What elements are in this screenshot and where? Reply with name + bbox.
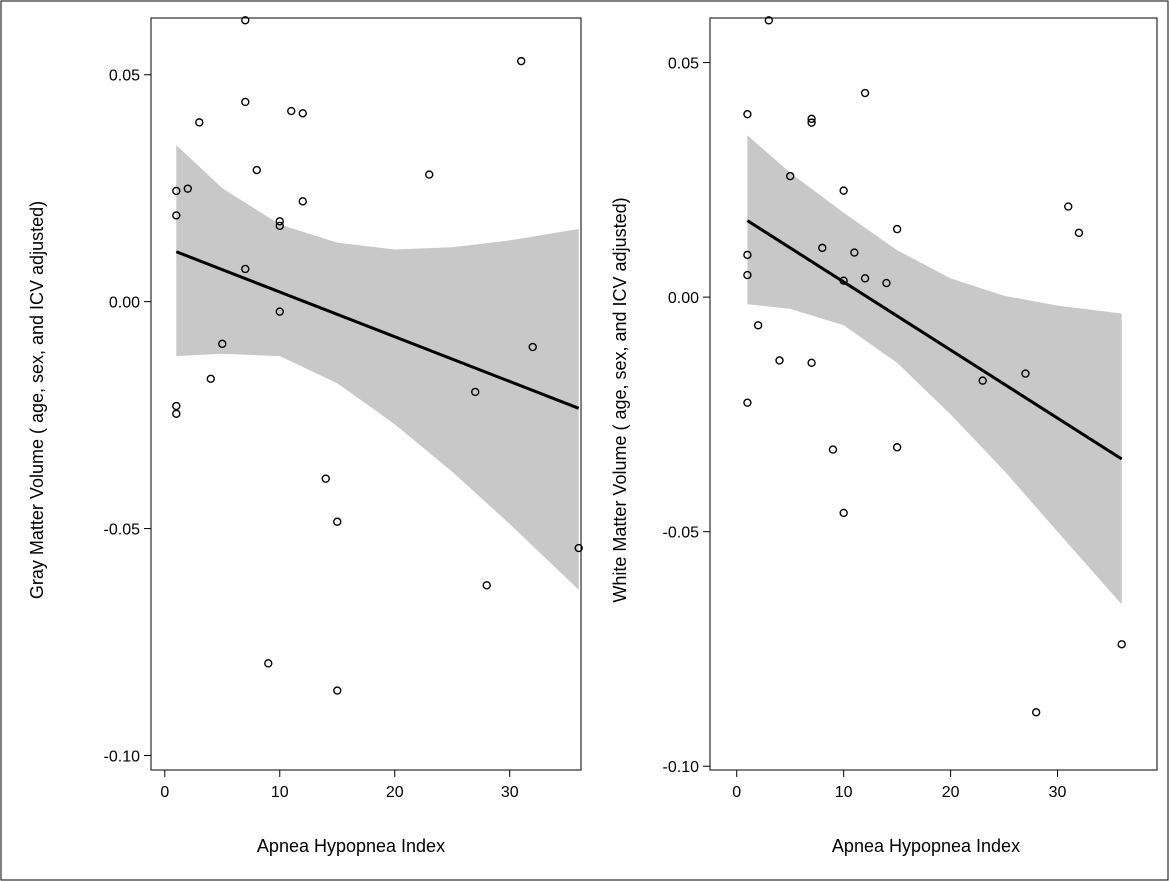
fit-line-layer: [746, 219, 1123, 461]
scatter-point: [172, 409, 181, 418]
y-tick-label: -0.10: [104, 748, 141, 765]
x-tick-label: 10: [835, 784, 853, 801]
confidence-band: [747, 135, 1122, 605]
y-axis-label: Gray Matter Volume ( age, sex, and ICV a…: [27, 201, 47, 599]
x-ticks-layer: 0 10 20 30: [160, 770, 519, 801]
scatter-point: [1021, 369, 1030, 378]
scatter-point: [839, 508, 848, 518]
panel-gray-matter: 0 10 20 30 -0.10 -0.05 0.00 0.05 Apnea Hypopne…: [27, 16, 583, 856]
scatter-point: [978, 376, 987, 385]
scatter-point: [860, 88, 870, 98]
x-tick-label: 20: [942, 784, 960, 801]
scatter-point: [1031, 708, 1041, 717]
scatter-point: [753, 321, 763, 330]
y-tick-label: -0.05: [663, 525, 700, 542]
scatter-point: [775, 356, 784, 365]
x-axis-label: Apnea Hypopnea Index: [257, 836, 445, 856]
regression-line: [175, 250, 580, 410]
scatter-point: [860, 274, 870, 283]
scatter-point: [839, 276, 848, 285]
scatter-point: [275, 307, 284, 316]
scatter-point: [850, 248, 859, 257]
scatter-point: [241, 264, 250, 274]
y-tick-label: -0.10: [663, 759, 700, 776]
x-tick-label: 0: [732, 784, 741, 801]
scatter-point: [287, 106, 296, 116]
x-tick-label: 0: [160, 784, 169, 801]
scatter-point: [807, 114, 816, 124]
scatter-point: [482, 581, 491, 590]
scatter-point: [321, 474, 330, 483]
scatter-points-layer: [172, 16, 583, 695]
confidence-band: [176, 145, 579, 590]
scatter-point: [882, 278, 891, 288]
plot-frame: [150, 17, 582, 771]
y-tick-label: 0.05: [668, 56, 699, 73]
x-tick-label: 30: [1049, 784, 1067, 801]
scatter-point: [252, 165, 261, 175]
scatter-point: [743, 398, 752, 407]
scatter-point: [471, 387, 480, 397]
confidence-band-layer: [176, 145, 579, 590]
y-axis-label: White Matter Volume ( age, sex, and ICV …: [610, 197, 630, 602]
scatter-point: [172, 401, 181, 411]
y-ticks-layer: -0.10 -0.05 0.00 0.05: [104, 68, 151, 765]
scatter-point: [1064, 202, 1073, 211]
y-ticks-layer: -0.10 -0.05 0.00 0.05: [663, 56, 710, 776]
fit-line-layer: [175, 250, 580, 410]
scatter-point: [892, 443, 902, 452]
x-ticks-layer: 0 10 20 30: [732, 770, 1067, 801]
scatter-point: [333, 686, 342, 695]
scatter-point: [333, 517, 342, 526]
scatter-point: [172, 211, 181, 220]
x-tick-label: 30: [501, 784, 519, 801]
x-axis-label: Apnea Hypopnea Index: [832, 836, 1020, 856]
scatter-point: [241, 97, 250, 107]
scatter-point: [275, 221, 284, 231]
scatter-point: [743, 109, 752, 119]
scatter-point: [241, 16, 250, 25]
scatter-point: [807, 118, 816, 127]
scatter-point: [218, 339, 227, 349]
y-tick-label: 0.00: [109, 295, 140, 312]
scatter-point: [743, 270, 752, 280]
x-tick-label: 10: [271, 784, 289, 801]
scatter-point: [892, 224, 902, 234]
scatter-point: [1117, 640, 1126, 649]
scatter-point: [172, 186, 181, 196]
scatter-point: [195, 118, 204, 127]
scatter-point: [818, 243, 827, 253]
scatter-point: [298, 197, 307, 206]
scatter-point: [264, 659, 273, 668]
regression-line: [746, 219, 1123, 461]
y-tick-label: -0.05: [104, 522, 141, 539]
plot-frame: [709, 17, 1158, 771]
scatter-point: [839, 186, 848, 195]
panel-white-matter: 0 10 20 30 -0.10 -0.05 0.00 0.05 Apnea Hypopne…: [610, 16, 1158, 856]
scatter-point: [743, 250, 752, 260]
scatter-point: [1074, 228, 1084, 238]
scatter-point: [828, 445, 838, 454]
y-tick-label: 0.05: [109, 68, 140, 85]
x-tick-label: 20: [386, 784, 404, 801]
scatter-point: [764, 16, 774, 25]
scatter-point: [425, 170, 434, 179]
scatter-points-layer: [743, 16, 1126, 717]
y-tick-label: 0.00: [668, 290, 699, 307]
scatter-point: [517, 56, 526, 66]
scatter-point: [574, 543, 583, 553]
scatter-point: [786, 171, 795, 181]
scatter-point: [298, 109, 307, 118]
scatter-point: [206, 374, 215, 383]
scatter-point: [807, 358, 816, 368]
scatter-point: [528, 342, 537, 352]
confidence-band-layer: [747, 135, 1122, 605]
scatter-point: [183, 184, 192, 193]
scatter-point: [275, 217, 284, 226]
